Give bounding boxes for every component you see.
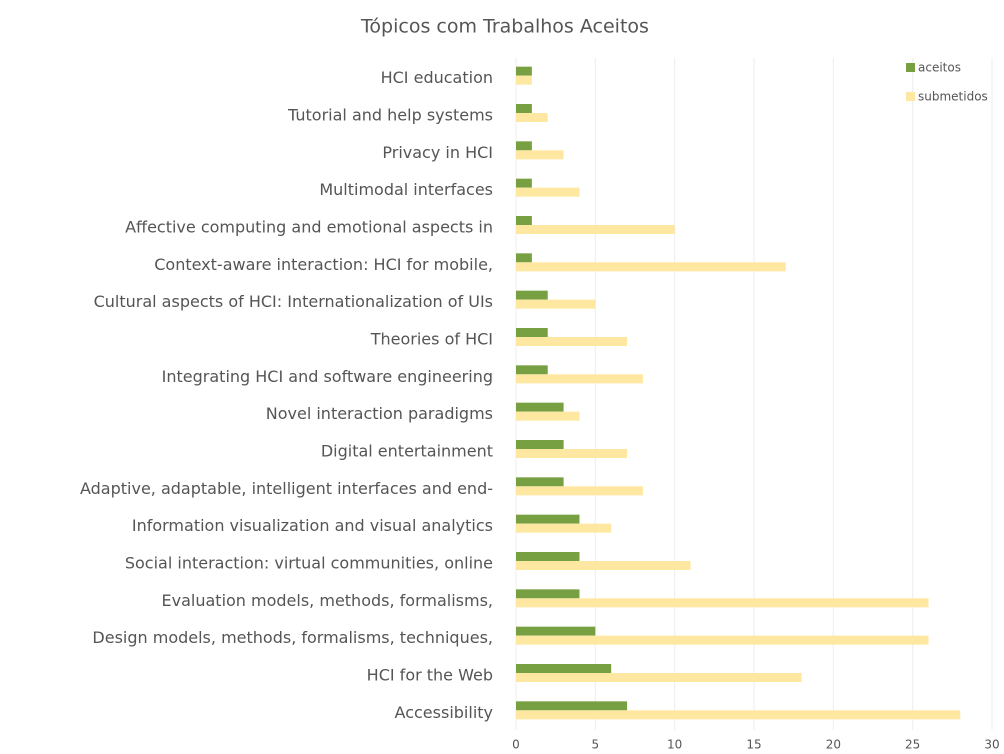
bar [516, 449, 628, 458]
legend-swatch [906, 63, 915, 72]
x-tick-label: 20 [826, 738, 841, 752]
bar [516, 365, 548, 375]
bar [516, 262, 786, 272]
x-tick-label: 5 [592, 738, 600, 752]
legend-label: submetidos [918, 90, 988, 104]
bar [516, 337, 628, 346]
bar [516, 635, 929, 645]
bar [516, 710, 961, 720]
bar [516, 178, 532, 188]
bar [516, 598, 929, 608]
bar [516, 104, 532, 113]
bar [516, 701, 628, 711]
y-tick-label: Theories of HCI [370, 330, 493, 349]
y-tick-label: Multimodal interfaces [319, 180, 493, 199]
y-tick-label: Affective computing and emotional aspect… [125, 218, 493, 237]
y-tick-label: Cultural aspects of HCI: Internationaliz… [94, 292, 493, 311]
chart-title: Tópicos com Trabalhos Aceitos [360, 16, 649, 38]
bar [516, 664, 612, 673]
bar [516, 225, 675, 234]
bar [516, 187, 580, 197]
y-tick-label: HCI education [381, 68, 493, 87]
legend-swatch [906, 92, 915, 101]
bar [516, 253, 532, 263]
y-tick-label: HCI for the Web [367, 666, 493, 685]
bar [516, 561, 691, 570]
x-tick-label: 30 [984, 738, 999, 752]
bar [516, 477, 564, 487]
bar [516, 523, 612, 533]
bar [516, 374, 643, 384]
bar [516, 589, 580, 599]
y-tick-label: Privacy in HCI [382, 143, 493, 162]
y-tick-label: Integrating HCI and software engineering [162, 367, 493, 386]
y-tick-label: Novel interaction paradigms [266, 404, 493, 423]
y-tick-label: Context-aware interaction: HCI for mobil… [154, 255, 493, 274]
bar [516, 486, 643, 496]
bar [516, 66, 532, 76]
bar [516, 411, 580, 421]
y-tick-label: Adaptive, adaptable, intelligent interfa… [80, 479, 493, 498]
bar [516, 402, 564, 412]
bar [516, 626, 596, 636]
bar [516, 328, 548, 337]
bar [516, 673, 802, 682]
bar [516, 440, 564, 449]
legend-label: aceitos [918, 61, 961, 75]
bar [516, 552, 580, 561]
bar [516, 150, 564, 160]
x-tick-label: 25 [905, 738, 920, 752]
y-tick-label: Digital entertainment [321, 442, 493, 461]
x-tick-label: 10 [667, 738, 682, 752]
bar [516, 75, 532, 85]
bar [516, 290, 548, 300]
y-tick-label: Evaluation models, methods, formalisms, [162, 591, 493, 610]
x-tick-label: 0 [512, 738, 520, 752]
y-tick-label: Social interaction: virtual communities,… [125, 554, 493, 573]
bar [516, 299, 596, 309]
y-tick-label: Tutorial and help systems [287, 106, 493, 125]
y-tick-label: Accessibility [395, 703, 493, 722]
bar [516, 216, 532, 225]
x-tick-label: 15 [746, 738, 761, 752]
bar [516, 141, 532, 151]
y-tick-label: Information visualization and visual ana… [132, 516, 493, 535]
bar [516, 514, 580, 524]
bar [516, 113, 548, 122]
y-tick-label: Design models, methods, formalisms, tech… [92, 628, 493, 647]
